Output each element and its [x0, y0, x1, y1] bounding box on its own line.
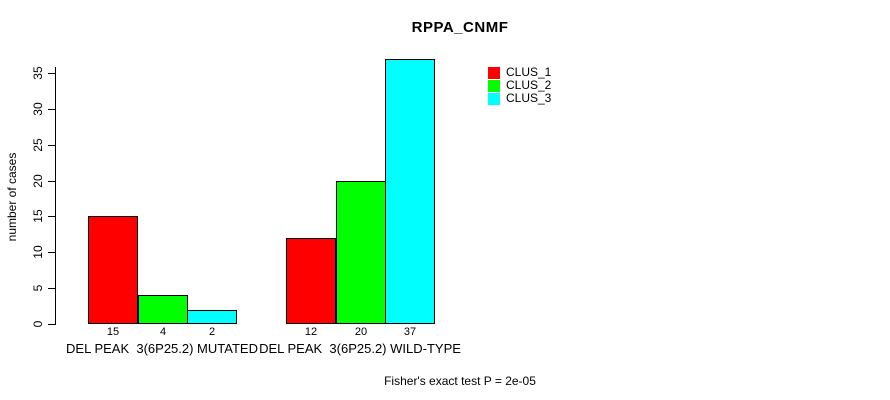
y-axis-tick	[48, 73, 55, 74]
y-axis-tick	[48, 252, 55, 253]
footer-stat-text: Fisher's exact test P = 2e-05	[384, 374, 536, 388]
y-axis-tick-label: 35	[31, 66, 45, 80]
bar-clus_1-group2	[286, 238, 336, 324]
y-axis-tick	[48, 288, 55, 289]
x-axis-group-label: DEL PEAK 3(6P25.2) MUTATED	[66, 341, 258, 356]
legend-item: CLUS_3	[488, 92, 551, 105]
bar-value-label: 12	[304, 326, 318, 338]
legend-swatch-clus-3	[488, 92, 500, 105]
y-axis-tick	[48, 109, 55, 110]
bar-clus_3-group2	[385, 59, 435, 324]
y-axis-tick-label: 20	[31, 174, 45, 188]
y-axis-tick	[48, 181, 55, 182]
legend-label: CLUS_2	[506, 78, 552, 92]
bar-clus_1-group1	[88, 216, 138, 324]
y-axis-tick	[48, 216, 55, 217]
y-axis-tick-label: 30	[31, 102, 45, 116]
y-axis-tick	[48, 324, 55, 325]
bar-value-label: 20	[354, 326, 368, 338]
legend-item: CLUS_2	[488, 79, 551, 92]
bar-clus_2-group1	[138, 295, 188, 324]
legend-label: CLUS_3	[506, 91, 552, 105]
y-axis-tick-label: 0	[31, 320, 45, 328]
bar-clus_3-group1	[187, 310, 237, 324]
legend-swatch-clus-1	[488, 66, 500, 79]
y-axis-tick-label: 15	[31, 209, 45, 223]
y-axis-tick-label: 25	[31, 138, 45, 152]
bar-value-label: 4	[159, 326, 167, 338]
legend-swatch-clus-2	[488, 79, 500, 92]
y-axis-tick	[48, 145, 55, 146]
y-axis-tick-label: 5	[31, 284, 45, 292]
chart-title: RPPA_CNMF	[411, 19, 509, 36]
y-axis-line	[55, 67, 56, 325]
bar-value-label: 2	[208, 326, 216, 338]
legend: CLUS_1 CLUS_2 CLUS_3	[488, 66, 551, 105]
bar-value-label: 15	[106, 326, 120, 338]
bar-clus_2-group2	[336, 181, 386, 324]
legend-label: CLUS_1	[506, 65, 552, 79]
y-axis-label: number of cases	[5, 152, 19, 242]
x-axis-group-label: DEL PEAK 3(6P25.2) WILD-TYPE	[259, 341, 461, 356]
legend-item: CLUS_1	[488, 66, 551, 79]
bar-value-label: 37	[403, 326, 417, 338]
y-axis-tick-label: 10	[31, 245, 45, 259]
